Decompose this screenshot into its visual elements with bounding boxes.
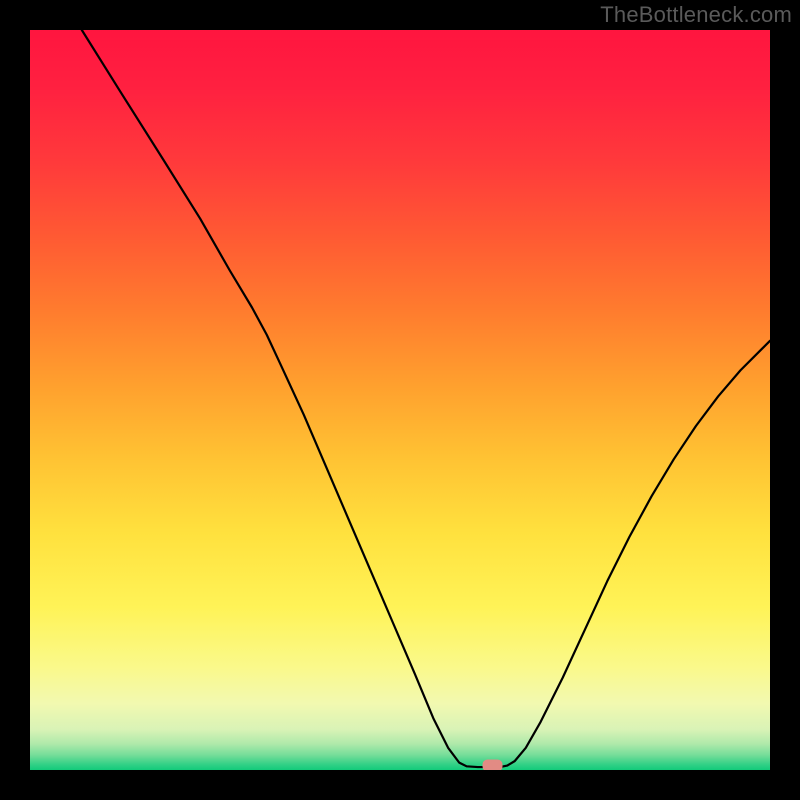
chart-frame: TheBottleneck.com: [0, 0, 800, 800]
watermark-text: TheBottleneck.com: [600, 2, 792, 28]
bottleneck-curve-chart: [0, 0, 800, 800]
gradient-background: [30, 30, 770, 770]
optimum-marker: [483, 760, 503, 772]
